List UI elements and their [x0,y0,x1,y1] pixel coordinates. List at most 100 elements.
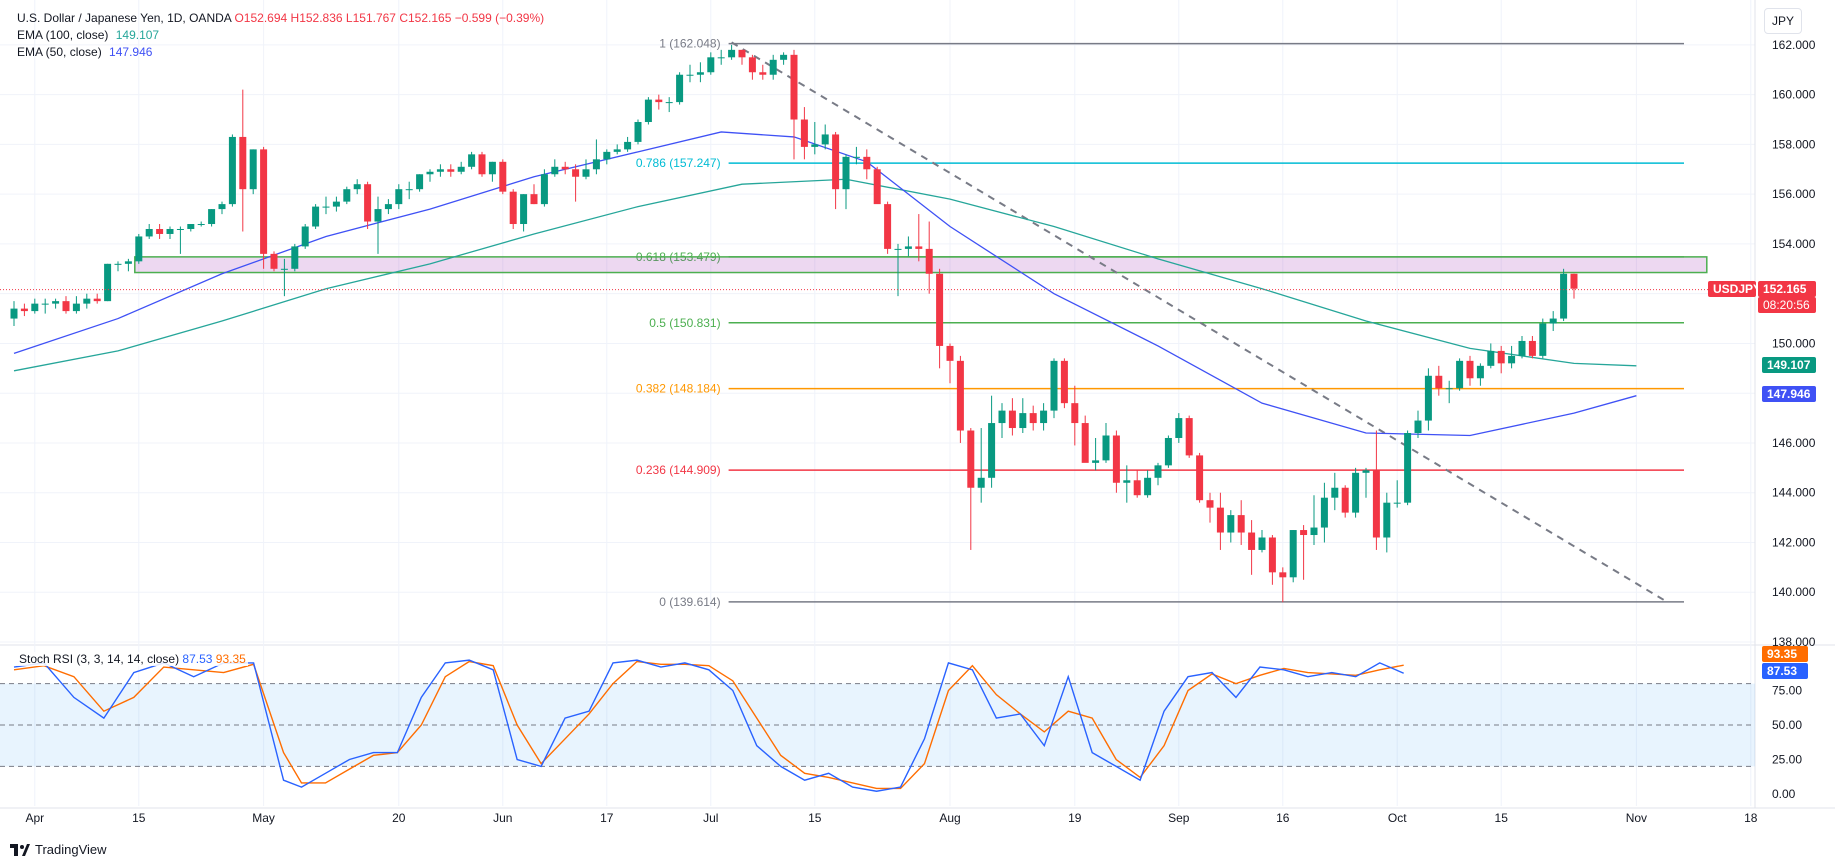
symbol-title: U.S. Dollar / Japanese Yen, 1D, OANDA [17,11,232,25]
high-value: H152.836 [290,11,343,25]
symbol-tag: USDJPY [1708,281,1761,297]
candle-body [1008,410,1016,429]
candle-body [31,303,39,312]
candle-body [166,228,174,234]
candle-body [384,204,392,210]
candle-body [20,308,28,312]
time-tick-label: 20 [392,811,406,825]
candle-body [1424,375,1432,421]
candle-body [1154,465,1162,478]
candle-body [998,410,1006,424]
stoch-rsi-legend[interactable]: Stoch RSI (3, 3, 14, 14, close) 87.53 93… [17,652,248,666]
candle-body [135,236,143,262]
candle-body [228,136,236,205]
candle-body [1279,572,1287,578]
time-tick-label: Jun [493,811,512,825]
stoch-tick-label: 0.00 [1772,787,1796,801]
candle-body [582,169,590,177]
candle-body [343,189,351,202]
candle-body [655,99,663,103]
candle-body [156,228,164,234]
fib-level-label: 0.786 (157.247) [636,156,721,170]
resistance-zone-box [134,256,1708,274]
stoch-rsi-pane[interactable]: 75.00 50.00 25.00 0.00 [0,659,1802,801]
ema50-label: EMA (50, close) [17,45,102,59]
candle-body [1175,418,1183,438]
candle-body [624,141,632,150]
candle-body [1518,340,1526,356]
candle-body [1393,502,1401,504]
tradingview-logo[interactable]: TradingView [10,842,107,857]
candle-body [260,149,268,254]
candle-body [634,122,642,142]
candle-body [644,99,652,123]
candle-body [218,204,226,210]
candle-body [1196,455,1204,501]
symbol-legend[interactable]: U.S. Dollar / Japanese Yen, 1D, OANDA O1… [17,11,544,25]
candle-body [551,166,559,175]
candle-body [280,268,288,270]
candle-body [728,49,736,58]
change-value: −0.599 (−0.39%) [454,11,545,25]
candle-body [1216,507,1224,533]
tradingview-icon [10,843,30,856]
candle-body [790,54,798,120]
currency-selector[interactable]: JPY [1764,8,1802,34]
time-tick-label: 15 [132,811,146,825]
time-axis[interactable]: Apr 15 May 20 Jun 17 Jul 15 Aug 19 Sep 16 Oct 15 Nov 18… [25,811,1835,825]
candle-body [530,194,538,205]
stoch-tick-label: 75.00 [1772,684,1802,698]
candle-body [821,134,829,145]
candle-body [1341,487,1349,513]
candle-body [1071,403,1079,424]
ema50-legend[interactable]: EMA (50, close) 147.946 [17,45,152,59]
price-tick-label: 156.000 [1772,187,1816,201]
candle-body [1019,413,1027,429]
candle-body [915,246,923,249]
candle-body [1383,502,1391,538]
candle-body [936,273,944,346]
candle-body [977,477,985,488]
candle-body [1487,350,1495,366]
candle-body [1476,365,1484,379]
candle-body [925,248,933,274]
candle-body [894,248,902,250]
ema100-legend[interactable]: EMA (100, close) 149.107 [17,28,159,42]
candle-body [884,204,892,249]
candle-body [1029,413,1037,424]
stoch-tick-label: 25.00 [1772,753,1802,767]
candle-body [145,228,153,237]
candle-body [956,360,964,431]
bar-countdown: 08:20:56 [1758,297,1816,313]
candle-body [1092,460,1100,463]
candle-body [1258,537,1266,550]
candle-body [332,201,340,207]
fib-level-label: 0.236 (144.909) [636,463,721,477]
candle-body [301,226,309,247]
time-tick-label: Apr [25,811,44,825]
candle-body [104,263,112,302]
time-tick-label: 16 [1276,811,1290,825]
candle-body [1528,340,1536,356]
candle-body [707,57,715,73]
stoch-k-value: 87.53 [182,652,213,666]
price-tick-label: 144.000 [1772,486,1816,500]
stoch-k-line [13,659,1404,792]
candle-body [676,74,684,103]
resistance-zone[interactable] [134,256,1708,274]
candle-body [124,261,132,264]
candle-body [863,156,871,170]
candle-body [572,169,580,177]
candle-body [852,156,860,158]
ema50-tag: 147.946 [1762,386,1816,402]
candle-body [946,345,954,361]
candle-body [83,298,91,304]
candle-body [1144,477,1152,496]
candle-body [239,136,247,190]
ema100-tag: 149.107 [1762,357,1816,373]
candle-body [457,166,465,172]
candle-body [717,57,725,59]
price-tick-label: 138.000 [1772,635,1816,649]
last-price-tag: 152.165 [1758,281,1816,297]
